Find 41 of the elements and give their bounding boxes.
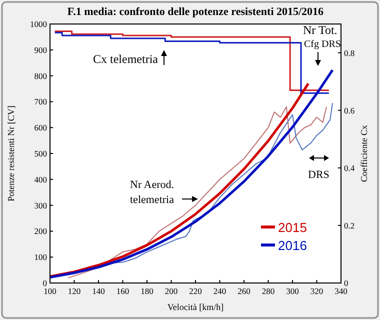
y-tick-label: 1000 — [30, 19, 47, 29]
x-tick-label: 220 — [189, 286, 202, 296]
y-tick-label: 700 — [34, 96, 47, 107]
annotation: Nr Tot. — [303, 23, 338, 37]
y-tick-label: 200 — [34, 226, 47, 236]
y2-tick-label: 0.8 — [344, 48, 355, 58]
y2-tick-label: 0.4 — [344, 162, 356, 173]
x-tick-label: 140 — [92, 286, 105, 296]
y2-tick-label: 0 — [344, 278, 348, 288]
legend-label: 2016 — [278, 238, 307, 253]
y-tick-label: 0 — [42, 278, 47, 288]
x-tick-label: 160 — [116, 286, 130, 296]
annotation: Cfg DRS — [304, 39, 341, 50]
y2-axis-title: Coefficiente Cx — [359, 124, 369, 182]
y-axis-title: Potenze resistenti Nr [CV] — [6, 106, 16, 202]
x-tick-label: 340 — [334, 286, 348, 296]
y-tick-label: 400 — [34, 174, 47, 184]
y-tick-label: 500 — [34, 148, 47, 158]
x-tick-label: 240 — [213, 286, 226, 296]
x-tick-label: 100 — [44, 286, 56, 296]
y-tick-label: 600 — [34, 122, 47, 133]
x-tick-label: 320 — [310, 286, 324, 296]
annotation: DRS — [308, 169, 330, 181]
line-series — [68, 106, 327, 278]
annotation: Nr Aerod. telemetria — [130, 179, 174, 206]
y-tick-label: 900 — [34, 44, 47, 55]
x-tick-label: 200 — [164, 286, 178, 296]
chart-title: F.1 media: confronto delle potenze resistenti 2015/2016 — [67, 6, 324, 18]
y-tick-label: 800 — [34, 70, 47, 81]
x-tick-label: 300 — [286, 286, 299, 296]
annotation: Cx telemetria — [93, 52, 159, 66]
x-tick-label: 120 — [68, 286, 81, 296]
x-tick-label: 180 — [140, 286, 154, 296]
x-tick-label: 280 — [262, 286, 275, 296]
y-tick-label: 300 — [34, 200, 47, 210]
legend-label: 2015 — [278, 220, 307, 235]
y2-tick-label: 0.2 — [344, 220, 355, 230]
y-tick-label: 100 — [34, 252, 47, 262]
y2-tick-label: 0.6 — [344, 105, 355, 116]
x-axis-title: Velocità [km/h] — [167, 302, 224, 312]
x-tick-label: 260 — [238, 286, 250, 296]
